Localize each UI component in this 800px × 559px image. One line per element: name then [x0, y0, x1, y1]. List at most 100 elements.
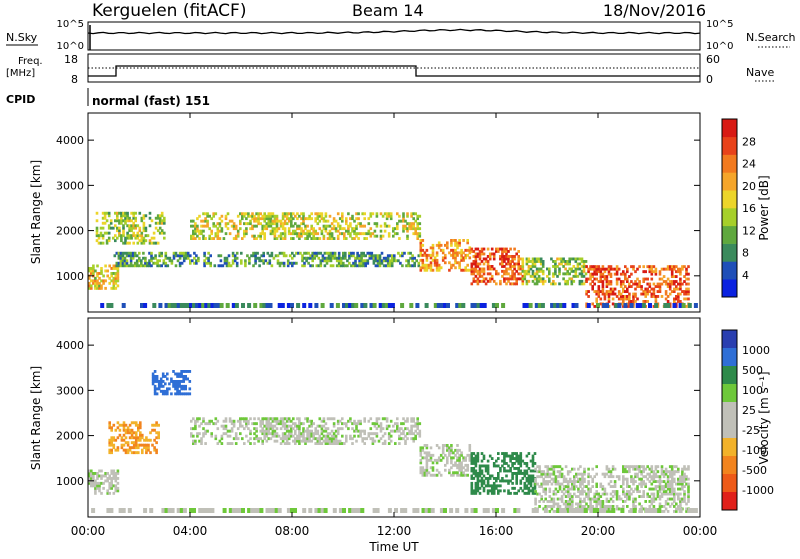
power-cell	[257, 212, 260, 216]
power-cell	[285, 212, 289, 216]
power-cell	[615, 282, 619, 286]
velocity-cell	[662, 470, 666, 474]
nsky-label: N.Sky	[6, 31, 38, 44]
velocity-cell	[583, 477, 586, 481]
power-cell	[110, 279, 113, 283]
velocity-cell	[564, 500, 568, 503]
velocity-cell	[90, 484, 93, 488]
velocity-cell	[116, 421, 120, 425]
power-cell	[290, 217, 293, 221]
velocity-cell	[613, 480, 617, 483]
velocity-cell	[198, 424, 201, 428]
power-cell	[668, 282, 672, 286]
power-cell	[511, 274, 514, 278]
nave-tick-top: 60	[706, 53, 720, 66]
power-cell	[311, 259, 314, 263]
power-cell	[450, 239, 453, 242]
power-cell	[332, 227, 336, 231]
power-cell	[178, 261, 182, 265]
power-cell	[330, 222, 334, 226]
power-cell	[304, 232, 307, 236]
power-cell	[652, 295, 656, 298]
velocity-cell	[628, 492, 631, 496]
power-cell	[664, 292, 668, 296]
velocity-cell	[122, 423, 126, 427]
power-cell	[393, 256, 396, 260]
power-cell	[418, 234, 422, 238]
velocity-cell	[538, 492, 541, 496]
power-cell	[310, 212, 313, 216]
velocity-cell	[601, 500, 605, 503]
power-cell	[101, 216, 105, 220]
velocity-cell	[509, 457, 512, 460]
velocity-cell	[619, 485, 623, 488]
power-cell	[646, 265, 649, 269]
nsky-tick-bottom: 10^0	[57, 41, 84, 52]
velocity-cell	[281, 432, 285, 436]
velocity-cell	[345, 424, 348, 428]
velocity-cell	[164, 375, 167, 378]
power-cell	[333, 254, 337, 258]
velocity-cell	[605, 510, 609, 513]
velocity-cell	[100, 469, 103, 473]
power-cell	[644, 290, 647, 293]
velocity-cell	[269, 427, 273, 431]
velocity-cell	[650, 467, 654, 471]
power-cell	[466, 239, 469, 242]
velocity-cell	[470, 452, 474, 455]
velocity-cell	[188, 392, 192, 396]
power-cell	[385, 217, 389, 221]
velocity-cell	[656, 495, 660, 498]
velocity-cell	[484, 467, 488, 470]
power-cell	[617, 292, 621, 296]
power-cell	[582, 260, 586, 263]
velocity-cell	[554, 502, 558, 506]
power-cell	[358, 264, 361, 268]
velocity-cell	[611, 465, 615, 469]
power-cell	[664, 290, 668, 293]
power-cell	[129, 256, 133, 260]
power-cell	[195, 303, 200, 308]
power-cell	[212, 214, 215, 218]
power-cell	[537, 303, 542, 308]
power-cell	[216, 222, 220, 226]
velocity-cell	[577, 472, 580, 476]
power-cell	[259, 234, 262, 238]
power-cell	[414, 232, 417, 236]
velocity-cell	[597, 492, 601, 496]
velocity-cell	[186, 377, 189, 381]
power-cell	[341, 219, 344, 223]
velocity-cell	[562, 487, 566, 491]
power-cell	[243, 229, 246, 233]
power-cell	[361, 232, 364, 236]
velocity-cell	[679, 502, 682, 506]
velocity-cell	[275, 427, 279, 431]
velocity-cell	[318, 437, 322, 441]
power-cell	[460, 258, 463, 262]
power-cell	[454, 241, 457, 245]
velocity-cell	[128, 431, 132, 435]
velocity-cell	[208, 419, 211, 423]
velocity-cell	[200, 442, 203, 445]
velocity-cell	[196, 419, 199, 423]
velocity-cell	[658, 497, 662, 501]
power-cell	[461, 303, 466, 308]
velocity-cell	[486, 464, 490, 468]
power-cell	[194, 229, 197, 233]
power-cell	[358, 259, 361, 263]
velocity-cell	[287, 417, 291, 421]
power-cell	[291, 251, 294, 255]
power-cell	[687, 272, 690, 276]
velocity-cell	[501, 508, 506, 513]
velocity-cell	[328, 432, 332, 436]
power-cell	[513, 262, 516, 266]
power-cell	[405, 259, 408, 263]
power-cell	[262, 254, 265, 258]
velocity-cell	[153, 375, 157, 378]
velocity-cell	[564, 502, 568, 506]
power-cell	[603, 292, 607, 296]
velocity-cell	[210, 508, 215, 513]
power-cell	[470, 303, 475, 308]
velocity-cell	[554, 487, 558, 491]
power-cell	[244, 264, 247, 268]
